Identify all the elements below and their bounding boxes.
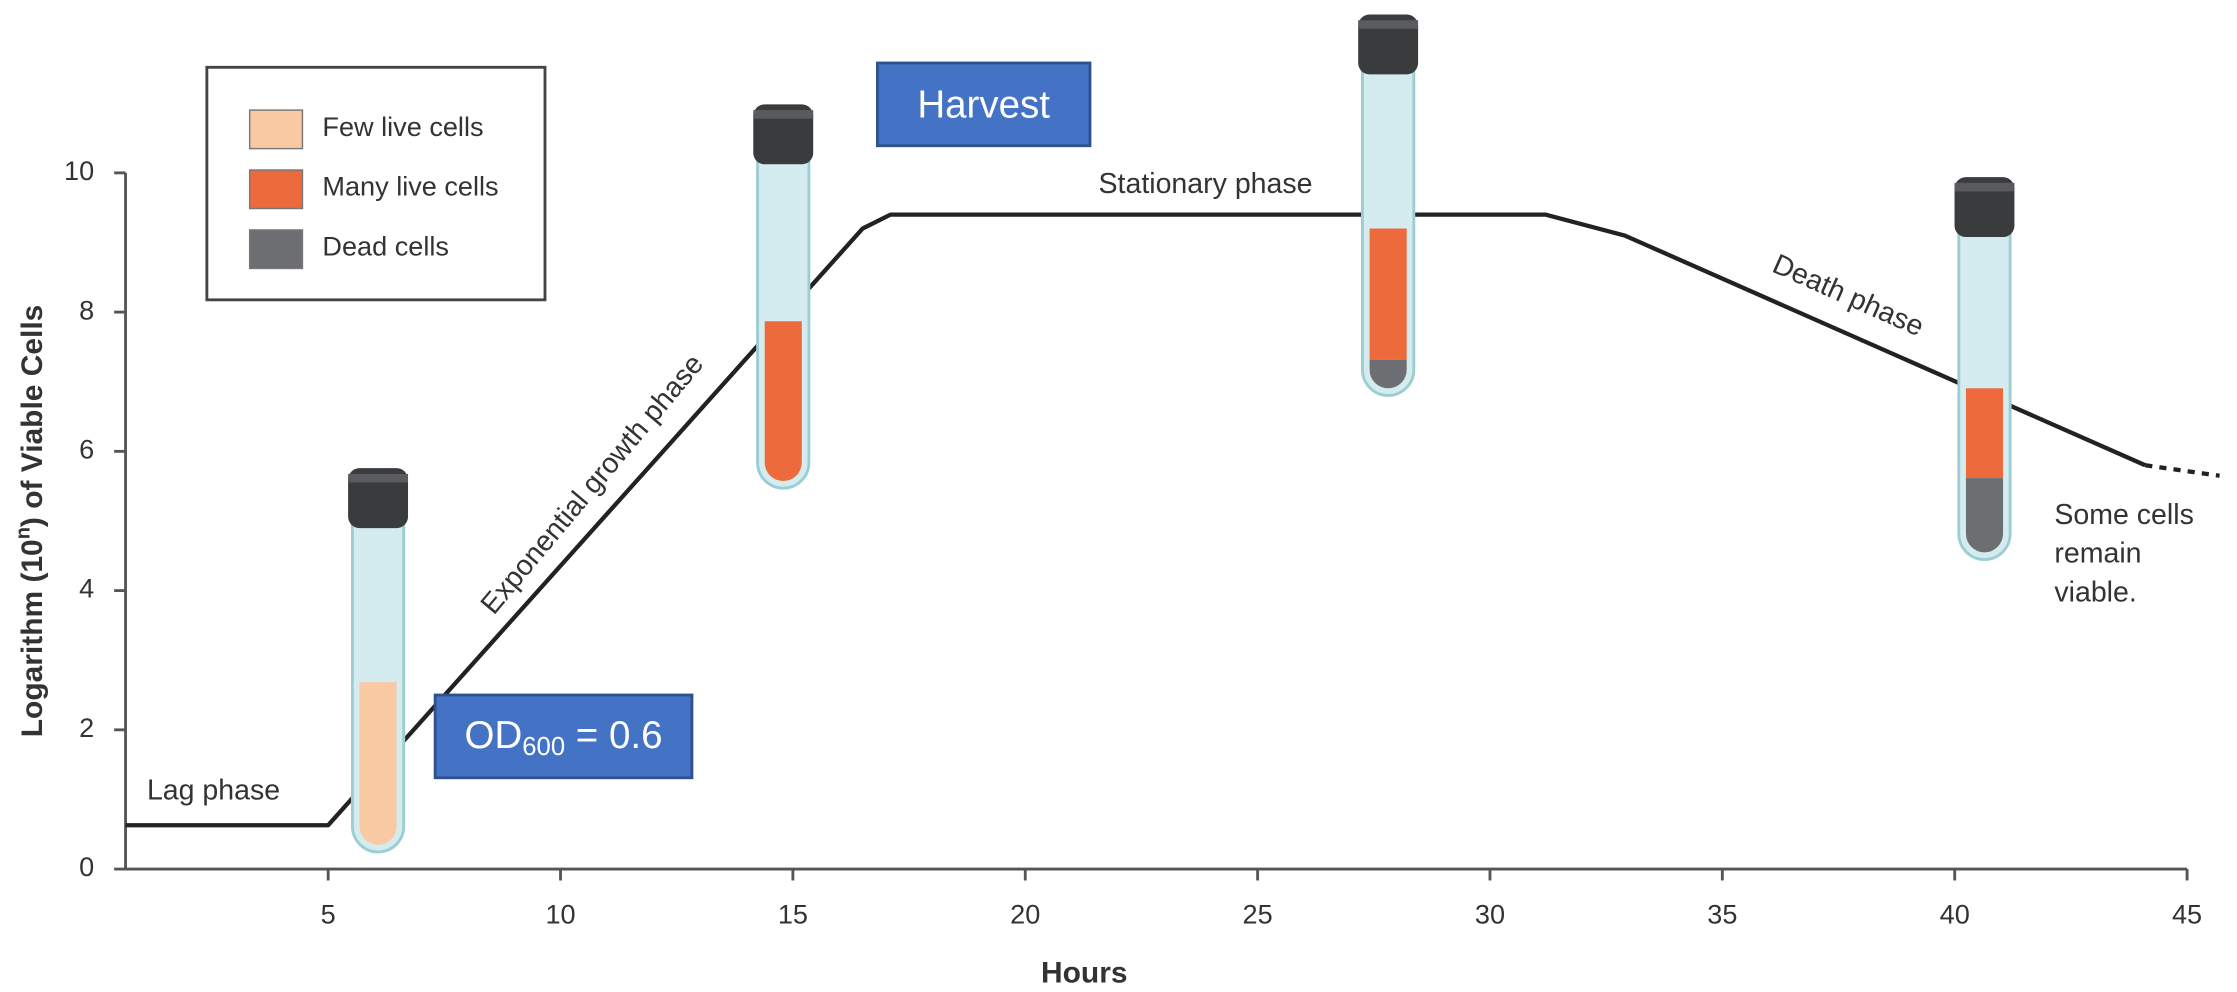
chart: Hours Logarithm (10n) of Viable Cells 0 2… bbox=[0, 0, 2237, 992]
annotation: Stationary phase bbox=[1099, 168, 1313, 200]
legend-label: Many live cells bbox=[322, 171, 498, 202]
x-tick-label: 20 bbox=[1010, 898, 1040, 929]
tube-cap-rim bbox=[1358, 20, 1418, 29]
test-tube bbox=[753, 104, 813, 488]
tube-cap-rim bbox=[1955, 183, 2015, 192]
harvest-label: Harvest bbox=[917, 83, 1050, 126]
legend-swatch bbox=[250, 230, 303, 269]
y-label-part: Logarithm (10 bbox=[16, 539, 49, 737]
annotation: Lag phase bbox=[147, 775, 280, 807]
y-tick-label: 2 bbox=[79, 712, 94, 743]
tube-content bbox=[765, 321, 802, 481]
y-tick-label: 0 bbox=[79, 851, 94, 882]
y-tick-label: 10 bbox=[64, 155, 94, 186]
x-tick-label: 40 bbox=[1940, 898, 1970, 929]
tube-content bbox=[1966, 478, 2003, 552]
x-tick-label: 45 bbox=[2172, 898, 2202, 929]
legend-swatch bbox=[250, 110, 303, 149]
y-label-sup: n bbox=[13, 527, 35, 539]
tube-cap-rim bbox=[753, 110, 813, 119]
y-tick-label: 8 bbox=[79, 294, 94, 325]
annotation: Some cells bbox=[2054, 499, 2193, 531]
y-axis-label: Logarithm (10n) of Viable Cells bbox=[13, 305, 50, 738]
test-tube bbox=[1955, 177, 2015, 559]
x-tick-label: 25 bbox=[1243, 898, 1273, 929]
x-tick-label: 10 bbox=[545, 898, 575, 929]
tube-content bbox=[360, 682, 397, 845]
tube-cap-rim bbox=[348, 474, 408, 483]
test-tube bbox=[348, 468, 408, 852]
page: Hours Logarithm (10n) of Viable Cells 0 2… bbox=[0, 0, 2237, 992]
annotation: remain bbox=[2054, 538, 2141, 570]
od-main: OD bbox=[465, 714, 523, 757]
x-tick-label: 35 bbox=[1707, 898, 1737, 929]
x-tick-label: 15 bbox=[778, 898, 808, 929]
x-axis-label: Hours bbox=[1041, 957, 1128, 990]
annotation: viable. bbox=[2054, 576, 2136, 608]
tube-content bbox=[1370, 229, 1407, 360]
legend: Few live cells Many live cells Dead cells bbox=[207, 67, 545, 300]
annotation: Exponential growth phase bbox=[475, 348, 710, 620]
test-tube bbox=[1358, 15, 1418, 396]
od-rest: = 0.6 bbox=[565, 714, 662, 757]
y-label-part: ) of Viable Cells bbox=[16, 305, 49, 527]
x-tick-label: 30 bbox=[1475, 898, 1505, 929]
x-tick-label: 5 bbox=[321, 898, 336, 929]
tube-content bbox=[1966, 388, 2003, 478]
legend-swatch bbox=[250, 170, 303, 209]
od-sub: 600 bbox=[522, 733, 565, 761]
legend-label: Dead cells bbox=[322, 231, 449, 262]
growth-curve bbox=[2145, 465, 2219, 475]
annotation: Death phase bbox=[1768, 248, 1929, 343]
y-tick-label: 4 bbox=[79, 573, 94, 604]
legend-label: Few live cells bbox=[322, 111, 483, 142]
y-tick-label: 6 bbox=[79, 434, 94, 465]
